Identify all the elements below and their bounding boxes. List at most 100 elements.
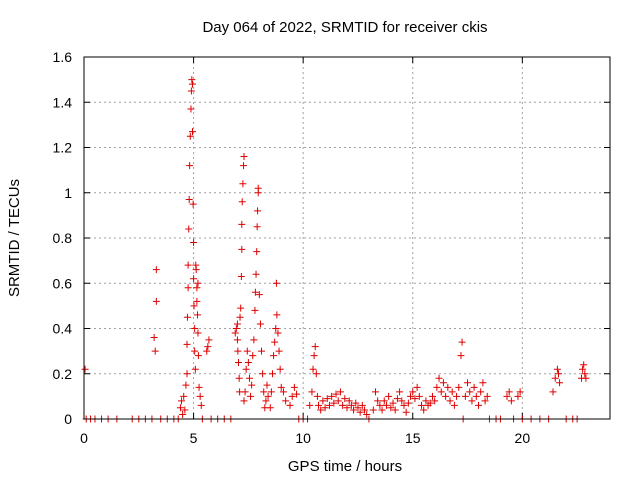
data-point <box>455 384 462 391</box>
data-point <box>194 311 201 318</box>
x-tick-label: 5 <box>190 430 198 446</box>
data-point <box>276 348 283 355</box>
data-point <box>462 393 469 400</box>
data-point <box>234 320 241 327</box>
data-point <box>312 343 319 350</box>
data-point <box>196 384 203 391</box>
data-point <box>273 311 280 318</box>
data-point <box>232 330 239 337</box>
data-point <box>508 397 515 404</box>
data-point <box>255 185 262 192</box>
data-point <box>248 382 255 389</box>
data-point <box>396 388 403 395</box>
data-point <box>258 348 265 355</box>
data-point <box>247 393 254 400</box>
data-point <box>436 375 443 382</box>
data-point <box>260 388 267 395</box>
data-point <box>194 280 201 287</box>
data-point <box>238 273 245 280</box>
y-tick-label: 0.8 <box>53 230 73 246</box>
x-tick-label: 0 <box>80 430 88 446</box>
data-point <box>189 81 196 88</box>
data-point <box>193 284 200 291</box>
grid-layer <box>84 57 610 419</box>
y-tick-label: 1.6 <box>53 49 73 65</box>
y-tick-label: 0.6 <box>53 275 73 291</box>
x-tick-label: 10 <box>295 430 311 446</box>
data-point <box>282 397 289 404</box>
data-point <box>550 388 557 395</box>
data-point <box>253 271 260 278</box>
y-tick-label: 0.4 <box>53 321 73 337</box>
data-point <box>244 348 251 355</box>
data-point <box>243 366 250 373</box>
data-point <box>444 384 451 391</box>
data-point <box>314 393 321 400</box>
data-point <box>237 305 244 312</box>
data-point <box>186 162 193 169</box>
data-point <box>459 339 466 346</box>
data-point <box>82 366 89 373</box>
ticks-layer: 0 5 10 15 20 0 0.2 0.4 0.6 0.8 1 1.2 1.4 1.6 <box>53 49 610 446</box>
data-point <box>238 221 245 228</box>
data-point <box>251 307 258 314</box>
y-tick-label: 0 <box>64 411 72 427</box>
data-point <box>250 336 257 343</box>
data-point <box>253 248 260 255</box>
data-point <box>153 298 160 305</box>
points-layer <box>82 76 590 422</box>
data-point <box>190 239 197 246</box>
data-point <box>242 388 249 395</box>
data-point <box>239 180 246 187</box>
data-point <box>464 379 471 386</box>
data-point <box>245 359 252 366</box>
data-point <box>151 334 158 341</box>
data-point <box>277 366 284 373</box>
data-point <box>582 375 589 382</box>
data-point <box>254 207 261 214</box>
data-point <box>451 402 458 409</box>
data-point <box>291 384 298 391</box>
data-point <box>306 402 313 409</box>
data-point <box>552 375 559 382</box>
data-point <box>240 153 247 160</box>
data-point <box>152 348 159 355</box>
data-point <box>308 388 315 395</box>
data-point <box>185 225 192 232</box>
data-point <box>310 366 317 373</box>
data-point <box>233 325 240 332</box>
y-tick-label: 1 <box>64 185 72 201</box>
x-tick-label: 15 <box>405 430 421 446</box>
data-point <box>190 201 197 208</box>
data-point <box>235 359 242 366</box>
data-point <box>257 320 264 327</box>
data-point <box>195 352 202 359</box>
data-point <box>556 379 563 386</box>
chart-title: Day 064 of 2022, SRMTID for receiver cki… <box>202 19 487 36</box>
data-point <box>185 284 192 291</box>
data-point <box>264 382 271 389</box>
data-point <box>466 388 473 395</box>
data-point <box>184 341 191 348</box>
data-point <box>555 370 562 377</box>
data-point <box>240 397 247 404</box>
data-point <box>477 388 484 395</box>
y-tick-label: 1.4 <box>53 94 73 110</box>
data-point <box>184 314 191 321</box>
data-point <box>414 384 421 391</box>
data-point <box>234 336 241 343</box>
data-point <box>254 223 261 230</box>
data-point <box>311 352 318 359</box>
y-tick-label: 0.2 <box>53 366 73 382</box>
data-point <box>197 393 204 400</box>
data-point <box>246 375 253 382</box>
data-point <box>203 348 210 355</box>
x-tick-label: 20 <box>515 430 531 446</box>
data-point <box>269 370 276 377</box>
data-point <box>194 330 201 337</box>
data-point <box>554 366 561 373</box>
data-point <box>479 379 486 386</box>
data-point <box>440 379 447 386</box>
data-point <box>313 370 320 377</box>
data-point <box>453 393 460 400</box>
